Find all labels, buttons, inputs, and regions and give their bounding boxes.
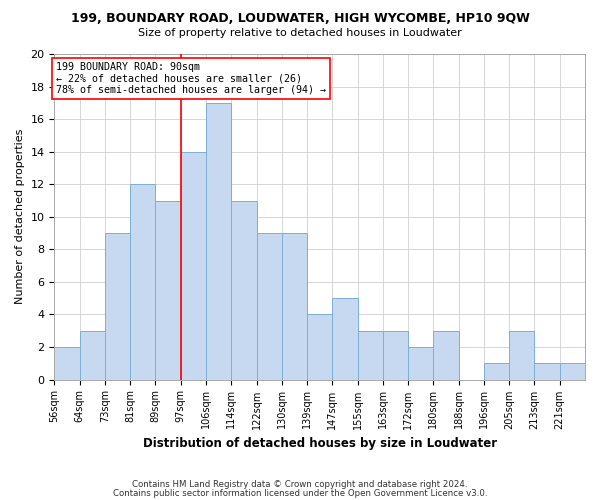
Bar — [155, 200, 181, 380]
Text: Contains HM Land Registry data © Crown copyright and database right 2024.: Contains HM Land Registry data © Crown c… — [132, 480, 468, 489]
Bar — [282, 233, 307, 380]
Bar — [55, 347, 80, 380]
Bar — [105, 233, 130, 380]
Bar — [206, 103, 231, 380]
Bar — [130, 184, 155, 380]
Bar — [535, 364, 560, 380]
Y-axis label: Number of detached properties: Number of detached properties — [15, 129, 25, 304]
X-axis label: Distribution of detached houses by size in Loudwater: Distribution of detached houses by size … — [143, 437, 497, 450]
Bar — [80, 330, 105, 380]
Bar — [408, 347, 433, 380]
Bar — [231, 200, 257, 380]
Text: 199, BOUNDARY ROAD, LOUDWATER, HIGH WYCOMBE, HP10 9QW: 199, BOUNDARY ROAD, LOUDWATER, HIGH WYCO… — [71, 12, 529, 26]
Bar — [358, 330, 383, 380]
Bar — [433, 330, 458, 380]
Text: 199 BOUNDARY ROAD: 90sqm
← 22% of detached houses are smaller (26)
78% of semi-d: 199 BOUNDARY ROAD: 90sqm ← 22% of detach… — [56, 62, 326, 96]
Bar — [181, 152, 206, 380]
Text: Size of property relative to detached houses in Loudwater: Size of property relative to detached ho… — [138, 28, 462, 38]
Bar — [332, 298, 358, 380]
Bar — [307, 314, 332, 380]
Bar — [257, 233, 282, 380]
Bar — [560, 364, 585, 380]
Bar — [509, 330, 535, 380]
Bar — [484, 364, 509, 380]
Text: Contains public sector information licensed under the Open Government Licence v3: Contains public sector information licen… — [113, 489, 487, 498]
Bar — [383, 330, 408, 380]
